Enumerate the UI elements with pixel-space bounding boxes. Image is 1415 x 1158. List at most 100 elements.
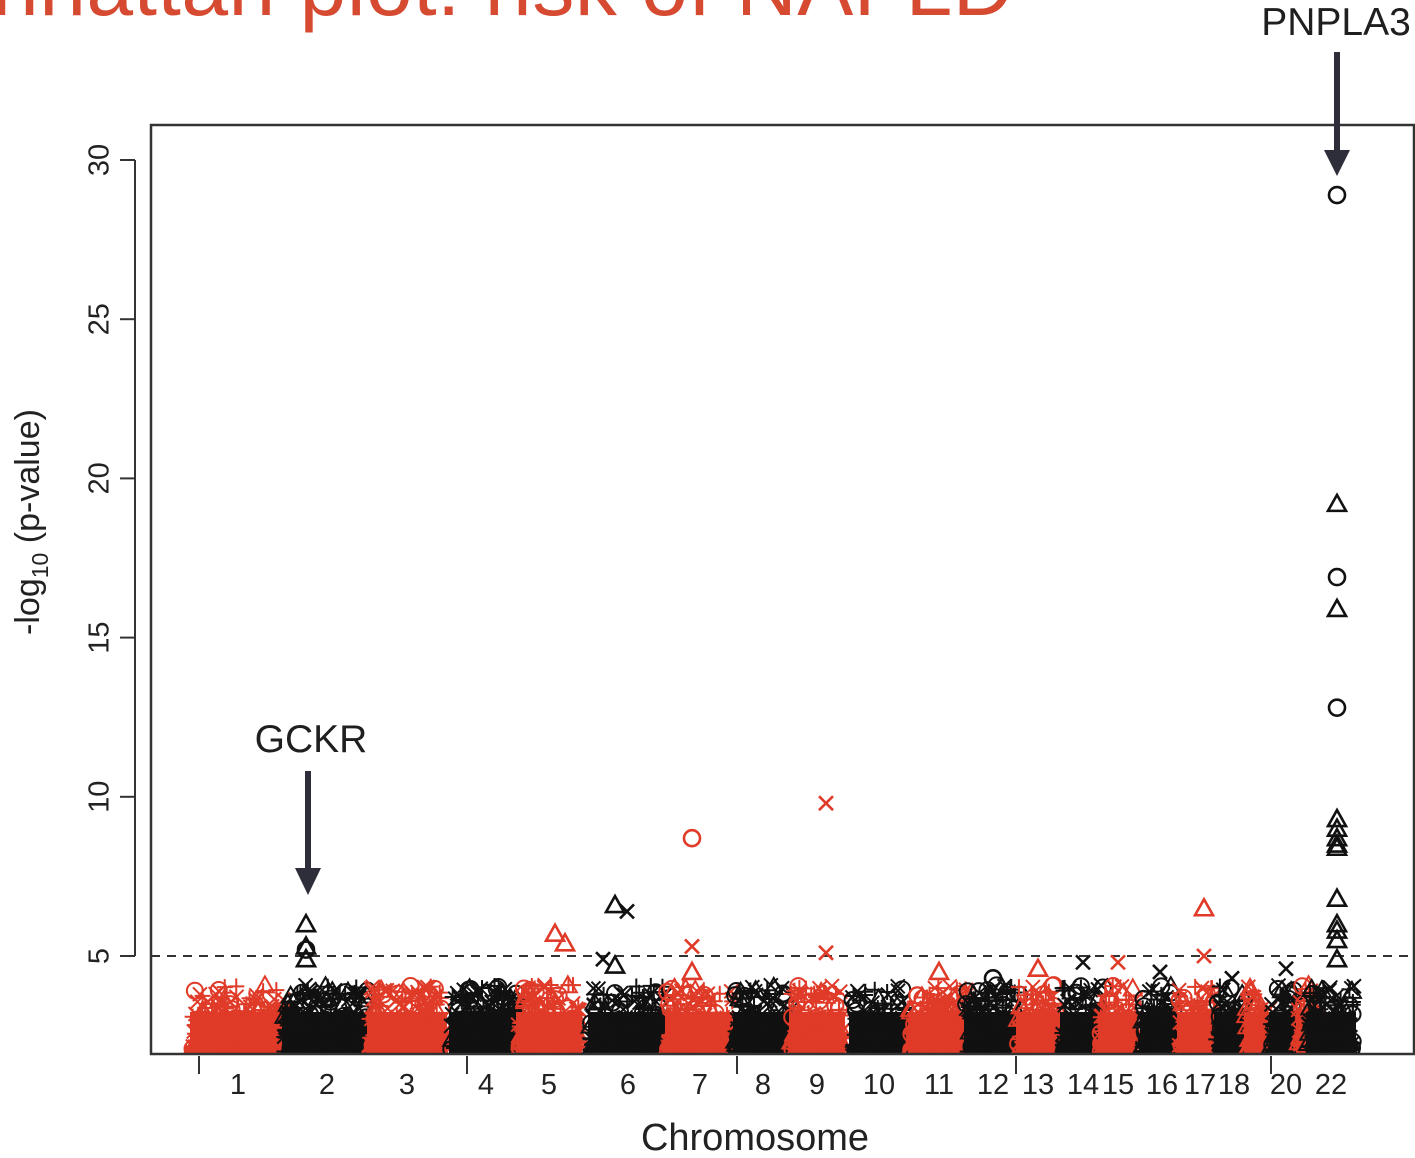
background-point (877, 1012, 899, 1032)
background-point (1324, 1028, 1340, 1044)
background-point (526, 980, 543, 997)
x-tick-label: 12 (977, 1069, 1009, 1101)
background-point (1189, 999, 1208, 1018)
background-point (365, 1034, 384, 1053)
background-point (867, 987, 890, 1007)
background-point (977, 1031, 994, 1048)
background-point (808, 993, 825, 1010)
annotation-pnpla3: PNPLA3 (1261, 1, 1411, 176)
background-point (1007, 1007, 1029, 1027)
background-point (856, 1033, 873, 1050)
background-point (673, 982, 690, 999)
background-point (396, 998, 412, 1014)
background-point (262, 1041, 279, 1054)
background-point (364, 983, 380, 999)
x-tick-label: 22 (1315, 1069, 1347, 1101)
background-point (596, 1027, 618, 1047)
background-point (1332, 992, 1349, 1009)
background-point (319, 1013, 336, 1030)
x-tick-label: 11 (924, 1069, 954, 1101)
background-point (761, 999, 778, 1015)
x-tick-label: 10 (863, 1069, 895, 1101)
data-point (1325, 836, 1349, 857)
background-point (317, 999, 334, 1016)
background-point (1119, 1006, 1136, 1022)
background-point (1215, 982, 1231, 998)
background-point (1101, 996, 1118, 1013)
background-point (379, 1000, 396, 1017)
background-point (187, 1006, 204, 1022)
background-point (796, 993, 815, 1012)
background-point (549, 986, 568, 1005)
background-point (1250, 997, 1267, 1014)
background-point (215, 1008, 232, 1025)
background-point (765, 991, 782, 1007)
arrow-head-icon (1324, 150, 1350, 176)
data-point (603, 893, 627, 914)
background-point (1301, 1012, 1318, 1029)
background-point (415, 1004, 431, 1021)
data-point (1325, 826, 1349, 847)
notable-points (294, 185, 1349, 988)
data-point (818, 944, 834, 961)
background-point (585, 980, 602, 997)
background-point (1302, 1021, 1319, 1038)
background-point (975, 1021, 991, 1038)
background-point (240, 1035, 257, 1052)
background-point (1208, 1031, 1225, 1048)
background-point (625, 1013, 647, 1033)
background-point (989, 1022, 1005, 1038)
background-point (989, 1036, 1010, 1054)
background-point (342, 1043, 358, 1054)
background-point (209, 980, 228, 999)
background-point (1311, 990, 1328, 1007)
background-point (767, 1023, 790, 1043)
background-point (665, 1017, 681, 1034)
background-point (261, 1035, 278, 1052)
background-point (791, 1002, 807, 1018)
background-point (422, 986, 444, 1006)
data-point (927, 960, 951, 981)
data-point (553, 931, 577, 952)
background-point (486, 977, 503, 994)
background-point (762, 992, 778, 1009)
x-tick-label: 17 (1184, 1069, 1216, 1101)
background-point (331, 986, 348, 1003)
background-point (959, 1020, 981, 1040)
background-point (285, 1043, 302, 1054)
background-point (796, 1040, 812, 1054)
background-point (667, 998, 690, 1018)
background-point (829, 1028, 848, 1047)
background-point (538, 1043, 555, 1054)
background-point (1331, 999, 1347, 1015)
background-point (733, 1018, 749, 1034)
background-point (845, 1041, 862, 1054)
background-point (1344, 996, 1361, 1013)
background-point (861, 1011, 880, 1030)
background-point (192, 1024, 214, 1044)
background-point (1279, 984, 1298, 1003)
background-point (615, 1001, 632, 1018)
background-point (1075, 985, 1092, 1002)
background-point (998, 997, 1015, 1014)
background-point (828, 1043, 845, 1054)
background-point (758, 1043, 775, 1054)
data-point (543, 922, 567, 943)
background-point (661, 1028, 678, 1045)
data-point (684, 938, 700, 955)
background-point (523, 996, 539, 1013)
background-point (819, 1037, 835, 1053)
background-point (847, 1010, 864, 1027)
background-point (969, 982, 988, 1001)
background-point (475, 1039, 492, 1054)
background-point (750, 1009, 767, 1026)
background-point (595, 986, 612, 1003)
background-point (613, 985, 629, 1001)
x-tick-label: 13 (1022, 1069, 1054, 1101)
background-point (1072, 979, 1089, 996)
x-tick-label: 7 (692, 1069, 708, 1101)
background-point (296, 1042, 313, 1054)
background-point (1299, 996, 1322, 1016)
background-point (286, 1001, 303, 1018)
background-point (420, 980, 437, 996)
